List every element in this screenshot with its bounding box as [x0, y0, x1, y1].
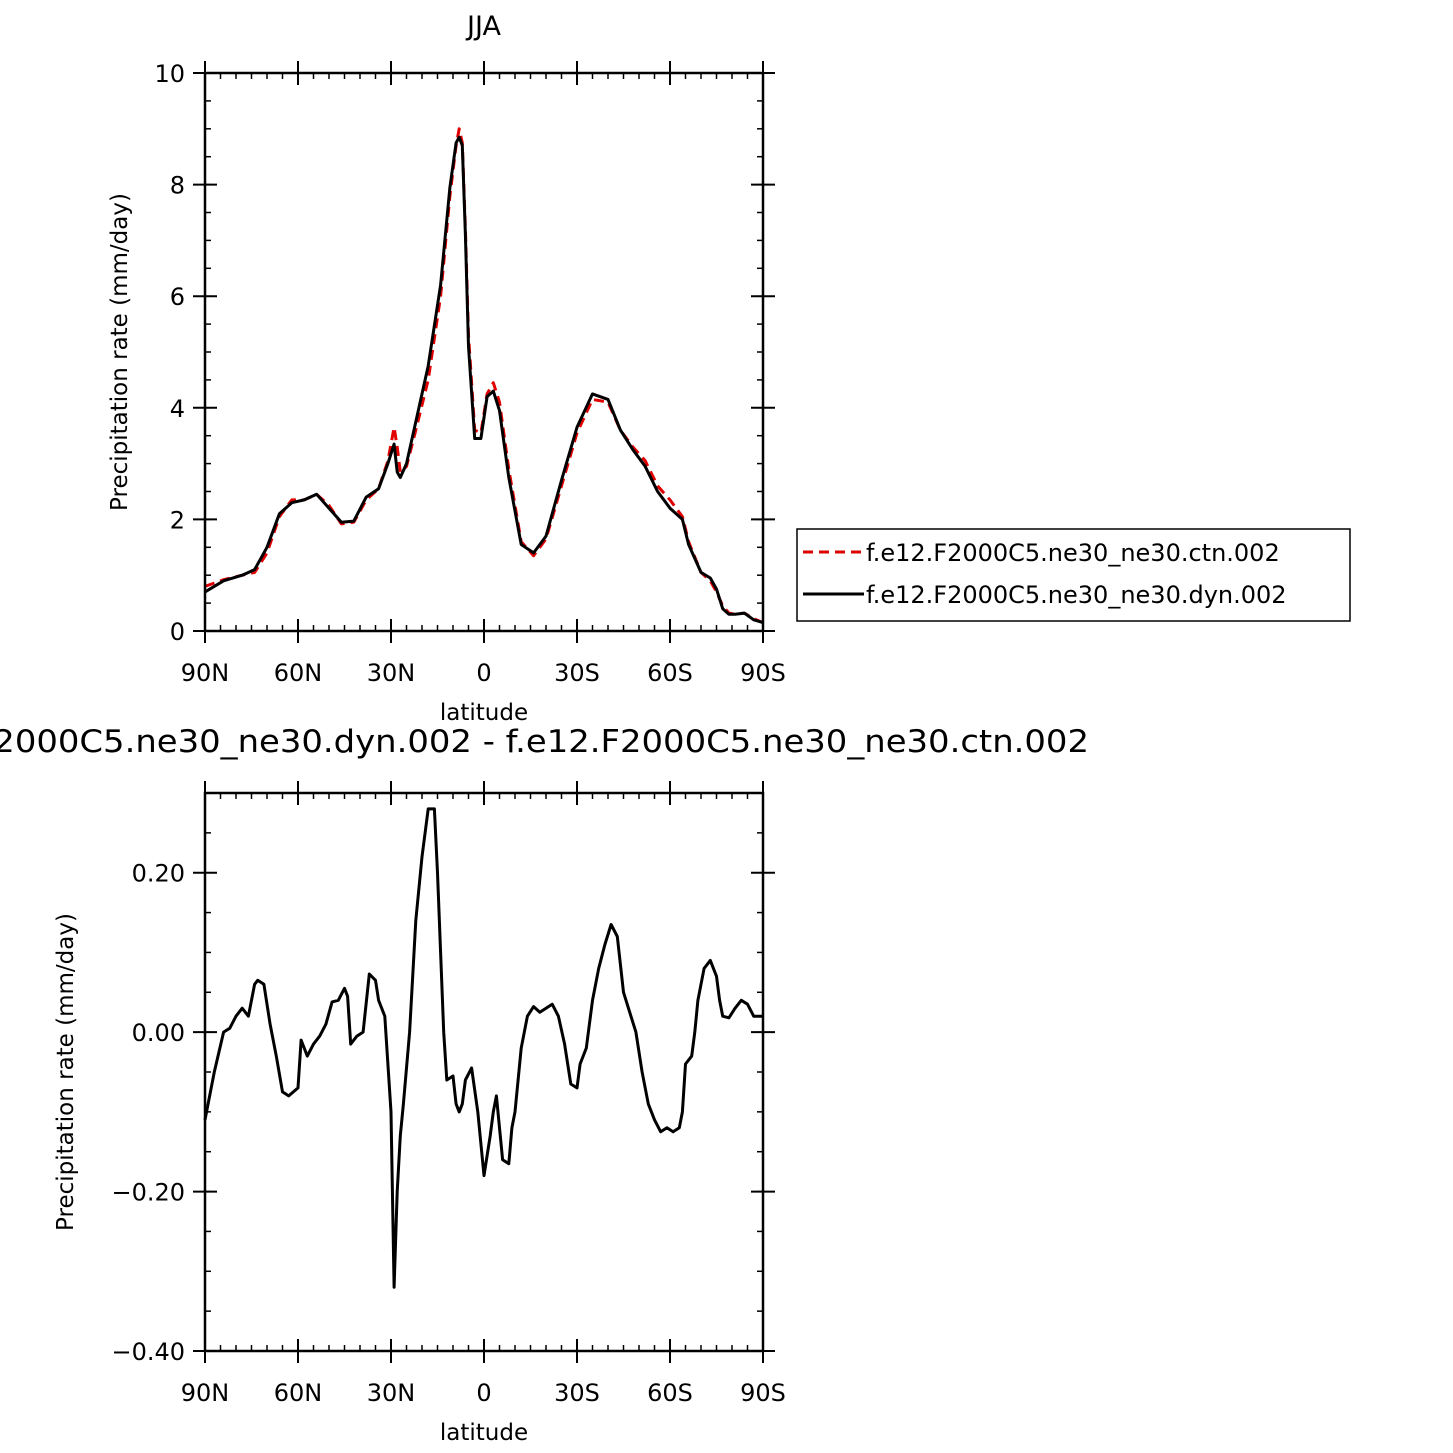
- bottom-plot-x-tick-label: 30N: [367, 1379, 416, 1407]
- top-plot-y-tick-label: 4: [170, 395, 185, 423]
- top-plot-title: JJA: [465, 11, 501, 42]
- top-plot-y-tick-label: 8: [170, 172, 185, 200]
- bottom-plot-x-tick-label: 90N: [181, 1379, 230, 1407]
- top-plot-x-tick-label: 90N: [181, 659, 230, 687]
- top-plot-y-tick-label: 10: [154, 60, 185, 88]
- bottom-plot-x-tick-label: 30S: [554, 1379, 600, 1407]
- top-plot-x-tick-label: 30N: [367, 659, 416, 687]
- legend-label-dyn: f.e12.F2000C5.ne30_ne30.dyn.002: [866, 581, 1287, 609]
- top-plot-y-axis-label: Precipitation rate (mm/day): [107, 193, 133, 511]
- bottom-plot-x-tick-label: 60N: [274, 1379, 323, 1407]
- top-plot-y-tick-label: 0: [170, 618, 185, 646]
- legend: f.e12.F2000C5.ne30_ne30.ctn.002 f.e12.F2…: [796, 528, 1351, 622]
- top-plot-axes: 0 2 4 6 8 10 90N 60N 30N 0 30S 60S 90S: [154, 60, 785, 687]
- top-plot-x-tick-label: 60S: [647, 659, 693, 687]
- top-plot-series-layer: [204, 127, 764, 625]
- top-plot-x-tick-label: 60N: [274, 659, 323, 687]
- bottom-plot-y-tick-label: −0.20: [111, 1179, 185, 1207]
- bottom-plot-x-tick-label: 90S: [740, 1379, 786, 1407]
- bottom-plot-axes: −0.40 −0.20 0.00 0.20 90N 60N 30N 0 30S 60S 90S: [111, 781, 786, 1407]
- bottom-plot-x-axis-label: latitude: [440, 1420, 528, 1446]
- bottom-plot-y-tick-label: −0.40: [111, 1338, 185, 1366]
- top-plot-y-tick-label: 2: [170, 506, 185, 534]
- bottom-plot-y-tick-label: 0.20: [132, 860, 185, 888]
- top-plot-x-tick-label: 0: [476, 659, 491, 687]
- bottom-plot-series-line-0: [203, 807, 763, 1289]
- top-plot-x-axis-label: latitude: [440, 700, 528, 726]
- bottom-plot-y-tick-label: 0.00: [132, 1019, 185, 1047]
- bottom-plot-series-layer: [203, 807, 763, 1289]
- top-plot-x-tick-label: 30S: [554, 659, 600, 687]
- top-plot-y-tick-label: 6: [170, 283, 185, 311]
- legend-label-ctn: f.e12.F2000C5.ne30_ne30.ctn.002: [866, 539, 1280, 567]
- bottom-plot-x-tick-label: 60S: [647, 1379, 693, 1407]
- legend-box: [796, 528, 1351, 622]
- bottom-plot-x-tick-label: 0: [476, 1379, 491, 1407]
- top-plot-series-line-1: [204, 135, 764, 625]
- bottom-plot-panel: f.e12.F2000C5.ne30_ne30.dyn.002 - f.e12.…: [0, 724, 1089, 1446]
- top-plot-x-tick-label: 90S: [740, 659, 786, 687]
- bottom-plot-title: f.e12.F2000C5.ne30_ne30.dyn.002 - f.e12.…: [0, 724, 1089, 760]
- bottom-plot-y-axis-label: Precipitation rate (mm/day): [53, 913, 79, 1231]
